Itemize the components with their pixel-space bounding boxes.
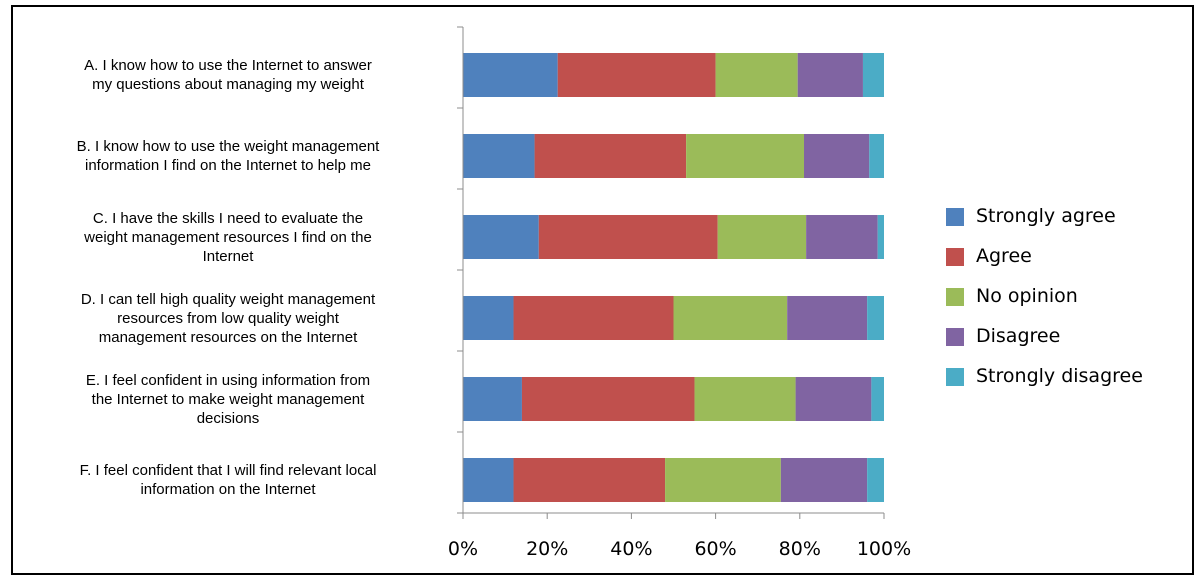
bar-c-disagree [806,215,878,259]
legend-swatch [946,328,964,346]
category-label-line: weight management resources I find on th… [84,228,372,246]
category-label-a: A. I know how to use the Internet to ans… [8,56,448,94]
category-label-e: E. I feel confident in using information… [8,371,448,428]
x-tick-label: 0% [448,538,478,560]
bar-e-strongly-agree [463,377,522,421]
bar-f-no-opinion [665,458,781,502]
category-label-line: F. I feel confident that I will find rel… [79,462,377,479]
legend-label: Strongly disagree [976,365,1143,387]
legend-swatch [946,368,964,386]
bar-c-no-opinion [717,215,807,259]
legend-label: No opinion [976,285,1078,307]
legend-swatch [946,208,964,226]
category-label-line: A. I know how to use the Internet to ans… [84,57,372,74]
category-label-b: B. I know how to use the weight manageme… [8,137,448,175]
bar-f-disagree [780,458,868,502]
bar-d-no-opinion [673,296,788,340]
bar-b-disagree [804,134,870,178]
bar-c-strongly-disagree [877,215,884,259]
legend-swatch [946,248,964,266]
bar-a-strongly-disagree [862,53,884,97]
legend-label: Agree [976,245,1032,267]
x-tick-label: 60% [694,538,736,560]
category-label-line: the Internet to make weight management [91,390,365,408]
category-label-line: information I find on the Internet to he… [84,157,371,174]
bar-f-agree [513,458,666,502]
category-label-c: C. I have the skills I need to evaluate … [8,209,448,266]
category-label-f: F. I feel confident that I will find rel… [8,461,448,499]
bar-b-strongly-disagree [869,134,884,178]
category-label-line: information on the Internet [140,481,316,498]
category-label-d: D. I can tell high quality weight manage… [8,290,448,347]
bar-a-no-opinion [715,53,798,97]
legend-swatch [946,288,964,306]
chart-frame [11,5,1194,575]
bar-c-strongly-agree [463,215,539,259]
bar-a-agree [557,53,716,97]
category-label-line: B. I know how to use the weight manageme… [76,138,380,155]
legend-label: Disagree [976,325,1061,347]
bar-d-disagree [787,296,868,340]
bar-e-disagree [795,377,872,421]
bar-b-agree [534,134,687,178]
category-label-line: E. I feel confident in using information… [85,371,371,389]
bar-f-strongly-agree [463,458,514,502]
category-label-line: D. I can tell high quality weight manage… [80,290,376,308]
bar-e-no-opinion [694,377,796,421]
legend-label: Strongly agree [976,205,1116,227]
x-tick-label: 20% [526,538,568,560]
bar-a-disagree [797,53,863,97]
category-label-line: Internet [202,247,254,265]
bar-e-strongly-disagree [871,377,884,421]
category-label-line: my questions about managing my weight [92,76,364,93]
bar-c-agree [538,215,718,259]
bar-d-strongly-disagree [867,296,884,340]
bar-f-strongly-disagree [867,458,884,502]
x-tick-label: 100% [857,538,911,560]
x-tick-label: 40% [610,538,652,560]
bar-b-strongly-agree [463,134,535,178]
x-tick-label: 80% [779,538,821,560]
category-label-line: management resources on the Internet [98,328,358,346]
bar-a-strongly-agree [463,53,558,97]
bar-d-agree [513,296,674,340]
category-label-line: decisions [196,409,260,427]
bar-d-strongly-agree [463,296,514,340]
category-label-line: C. I have the skills I need to evaluate … [92,209,364,227]
category-label-line: resources from low quality weight [117,309,339,327]
bar-e-agree [521,377,695,421]
bar-b-no-opinion [686,134,805,178]
